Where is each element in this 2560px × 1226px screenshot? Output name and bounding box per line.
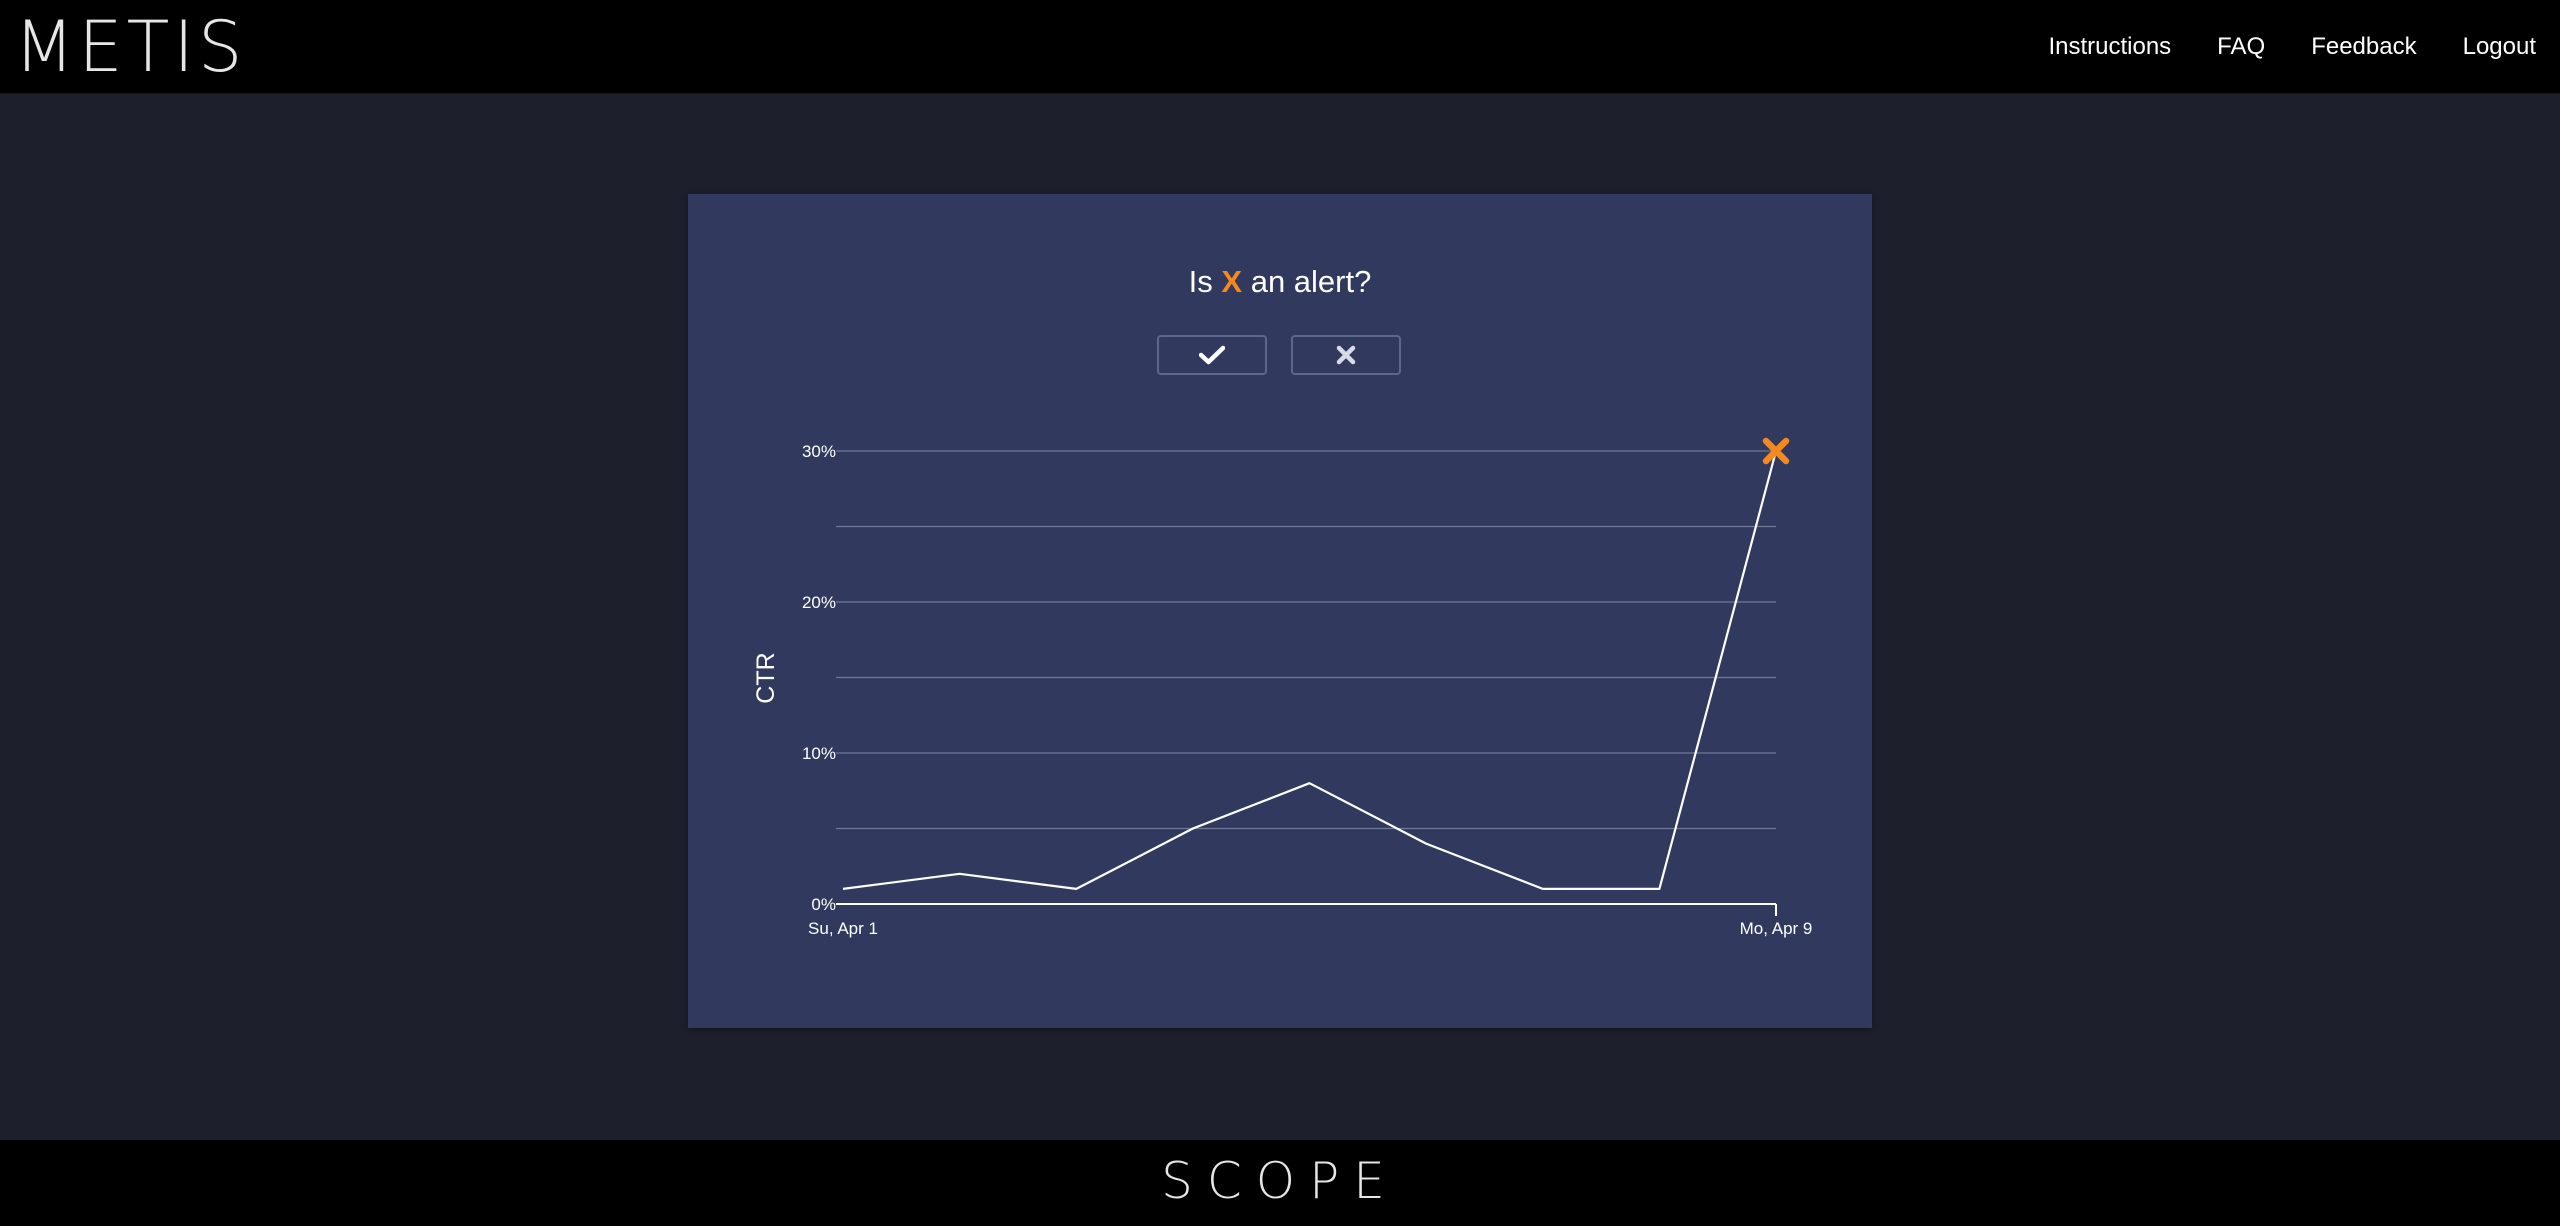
x-tick-label: Su, Apr 1 (808, 919, 878, 938)
question-marker: X (1221, 264, 1243, 299)
y-axis-label: CTR (752, 652, 780, 703)
series-line (842, 450, 1778, 891)
x-tick-label: Mo, Apr 9 (1740, 919, 1813, 938)
question-suffix: an alert? (1250, 264, 1372, 299)
nav-feedback[interactable]: Feedback (2311, 33, 2417, 60)
close-icon (1336, 345, 1356, 365)
alert-marker-icon (1762, 437, 1790, 465)
yes-button[interactable] (1157, 335, 1267, 375)
metis-logo[interactable]: METIS (14, 6, 247, 88)
nav-logout[interactable]: Logout (2462, 33, 2536, 60)
y-tick-label: 0% (811, 895, 836, 914)
y-tick-label: 10% (802, 744, 836, 763)
question-prefix: Is (1188, 264, 1213, 299)
nav-links: Instructions FAQ Feedback Logout (2048, 28, 2536, 66)
top-navbar: METIS Instructions FAQ Feedback Logout (0, 0, 2560, 94)
y-tick-label: 20% (802, 593, 836, 612)
nav-instructions[interactable]: Instructions (2048, 33, 2172, 60)
alert-card (688, 194, 1872, 1028)
check-icon (1199, 345, 1225, 365)
no-button[interactable] (1291, 335, 1401, 375)
y-tick-label: 30% (802, 442, 836, 461)
question-text: Is X an alert? (0, 264, 2560, 300)
footer: SCOPE (0, 1140, 2560, 1226)
nav-faq[interactable]: FAQ (2217, 33, 2266, 60)
scope-logo: SCOPE (1161, 1152, 1399, 1210)
